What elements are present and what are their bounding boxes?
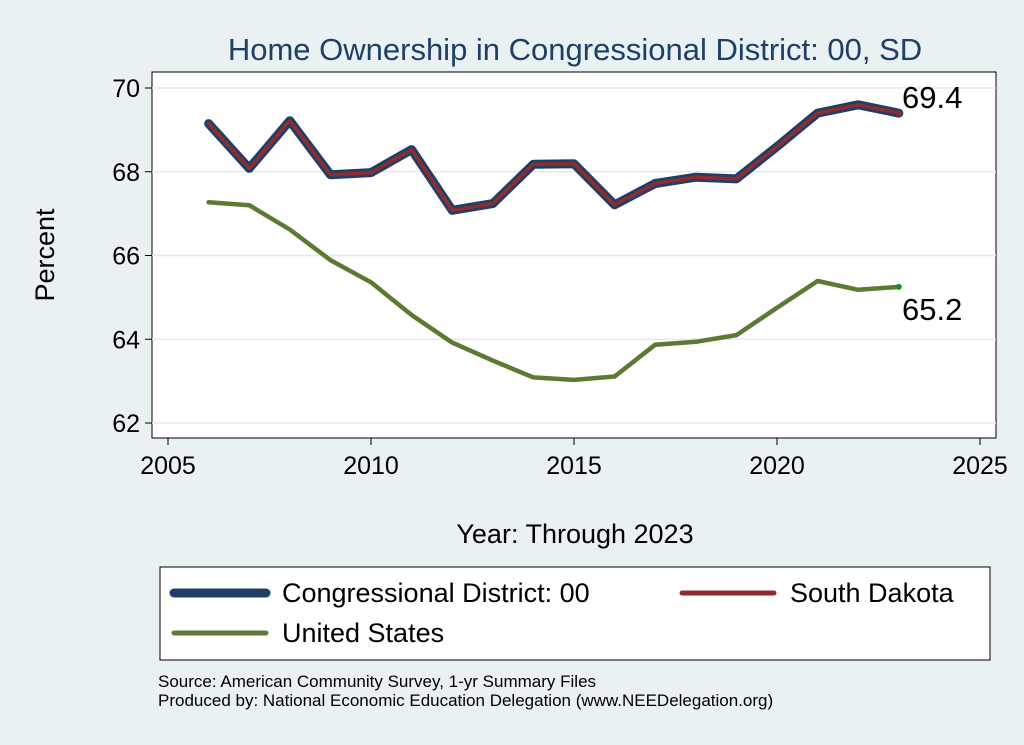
end-label-south-dakota: 69.4 xyxy=(902,80,962,115)
chart-title: Home Ownership in Congressional District… xyxy=(228,32,922,67)
x-tick-label: 2005 xyxy=(140,452,196,480)
x-tick-label: 2020 xyxy=(749,452,805,480)
source-note: Source: American Community Survey, 1-yr … xyxy=(158,672,773,710)
x-tick-label: 2025 xyxy=(952,452,1008,480)
x-axis-label: Year: Through 2023 xyxy=(456,519,693,549)
gridlines xyxy=(152,87,996,424)
legend-congressional-district-label: Congressional District: 00 xyxy=(282,578,590,608)
series-line-south-dakota xyxy=(206,103,901,213)
legend-united-states-label: United States xyxy=(282,618,444,648)
series-lines xyxy=(204,100,904,383)
y-tick-label: 68 xyxy=(112,159,140,187)
producer-line: Produced by: National Economic Education… xyxy=(158,691,774,710)
axes: 62 64 66 68 70 2005 2010 2015 2020 2025 xyxy=(112,75,1008,480)
x-tick-label: 2010 xyxy=(343,452,399,480)
end-marker-south-dakota xyxy=(895,110,902,117)
series-line-united-states xyxy=(206,200,902,383)
legend-south-dakota-label: South Dakota xyxy=(790,578,955,608)
y-tick-label: 62 xyxy=(112,410,140,438)
end-label-united-states: 65.2 xyxy=(902,292,962,327)
source-line: Source: American Community Survey, 1-yr … xyxy=(158,672,597,691)
end-marker-united-states xyxy=(895,283,902,290)
y-axis-label: Percent xyxy=(30,208,60,302)
legend: Congressional District: 00 South Dakota Un… xyxy=(169,578,955,648)
y-tick-label: 66 xyxy=(112,243,140,271)
end-labels: 69.4 65.2 xyxy=(902,80,962,327)
y-tick-label: 64 xyxy=(112,326,140,354)
legend-box xyxy=(159,566,991,661)
x-tick-label: 2015 xyxy=(546,452,602,480)
y-tick-label: 70 xyxy=(112,75,140,103)
